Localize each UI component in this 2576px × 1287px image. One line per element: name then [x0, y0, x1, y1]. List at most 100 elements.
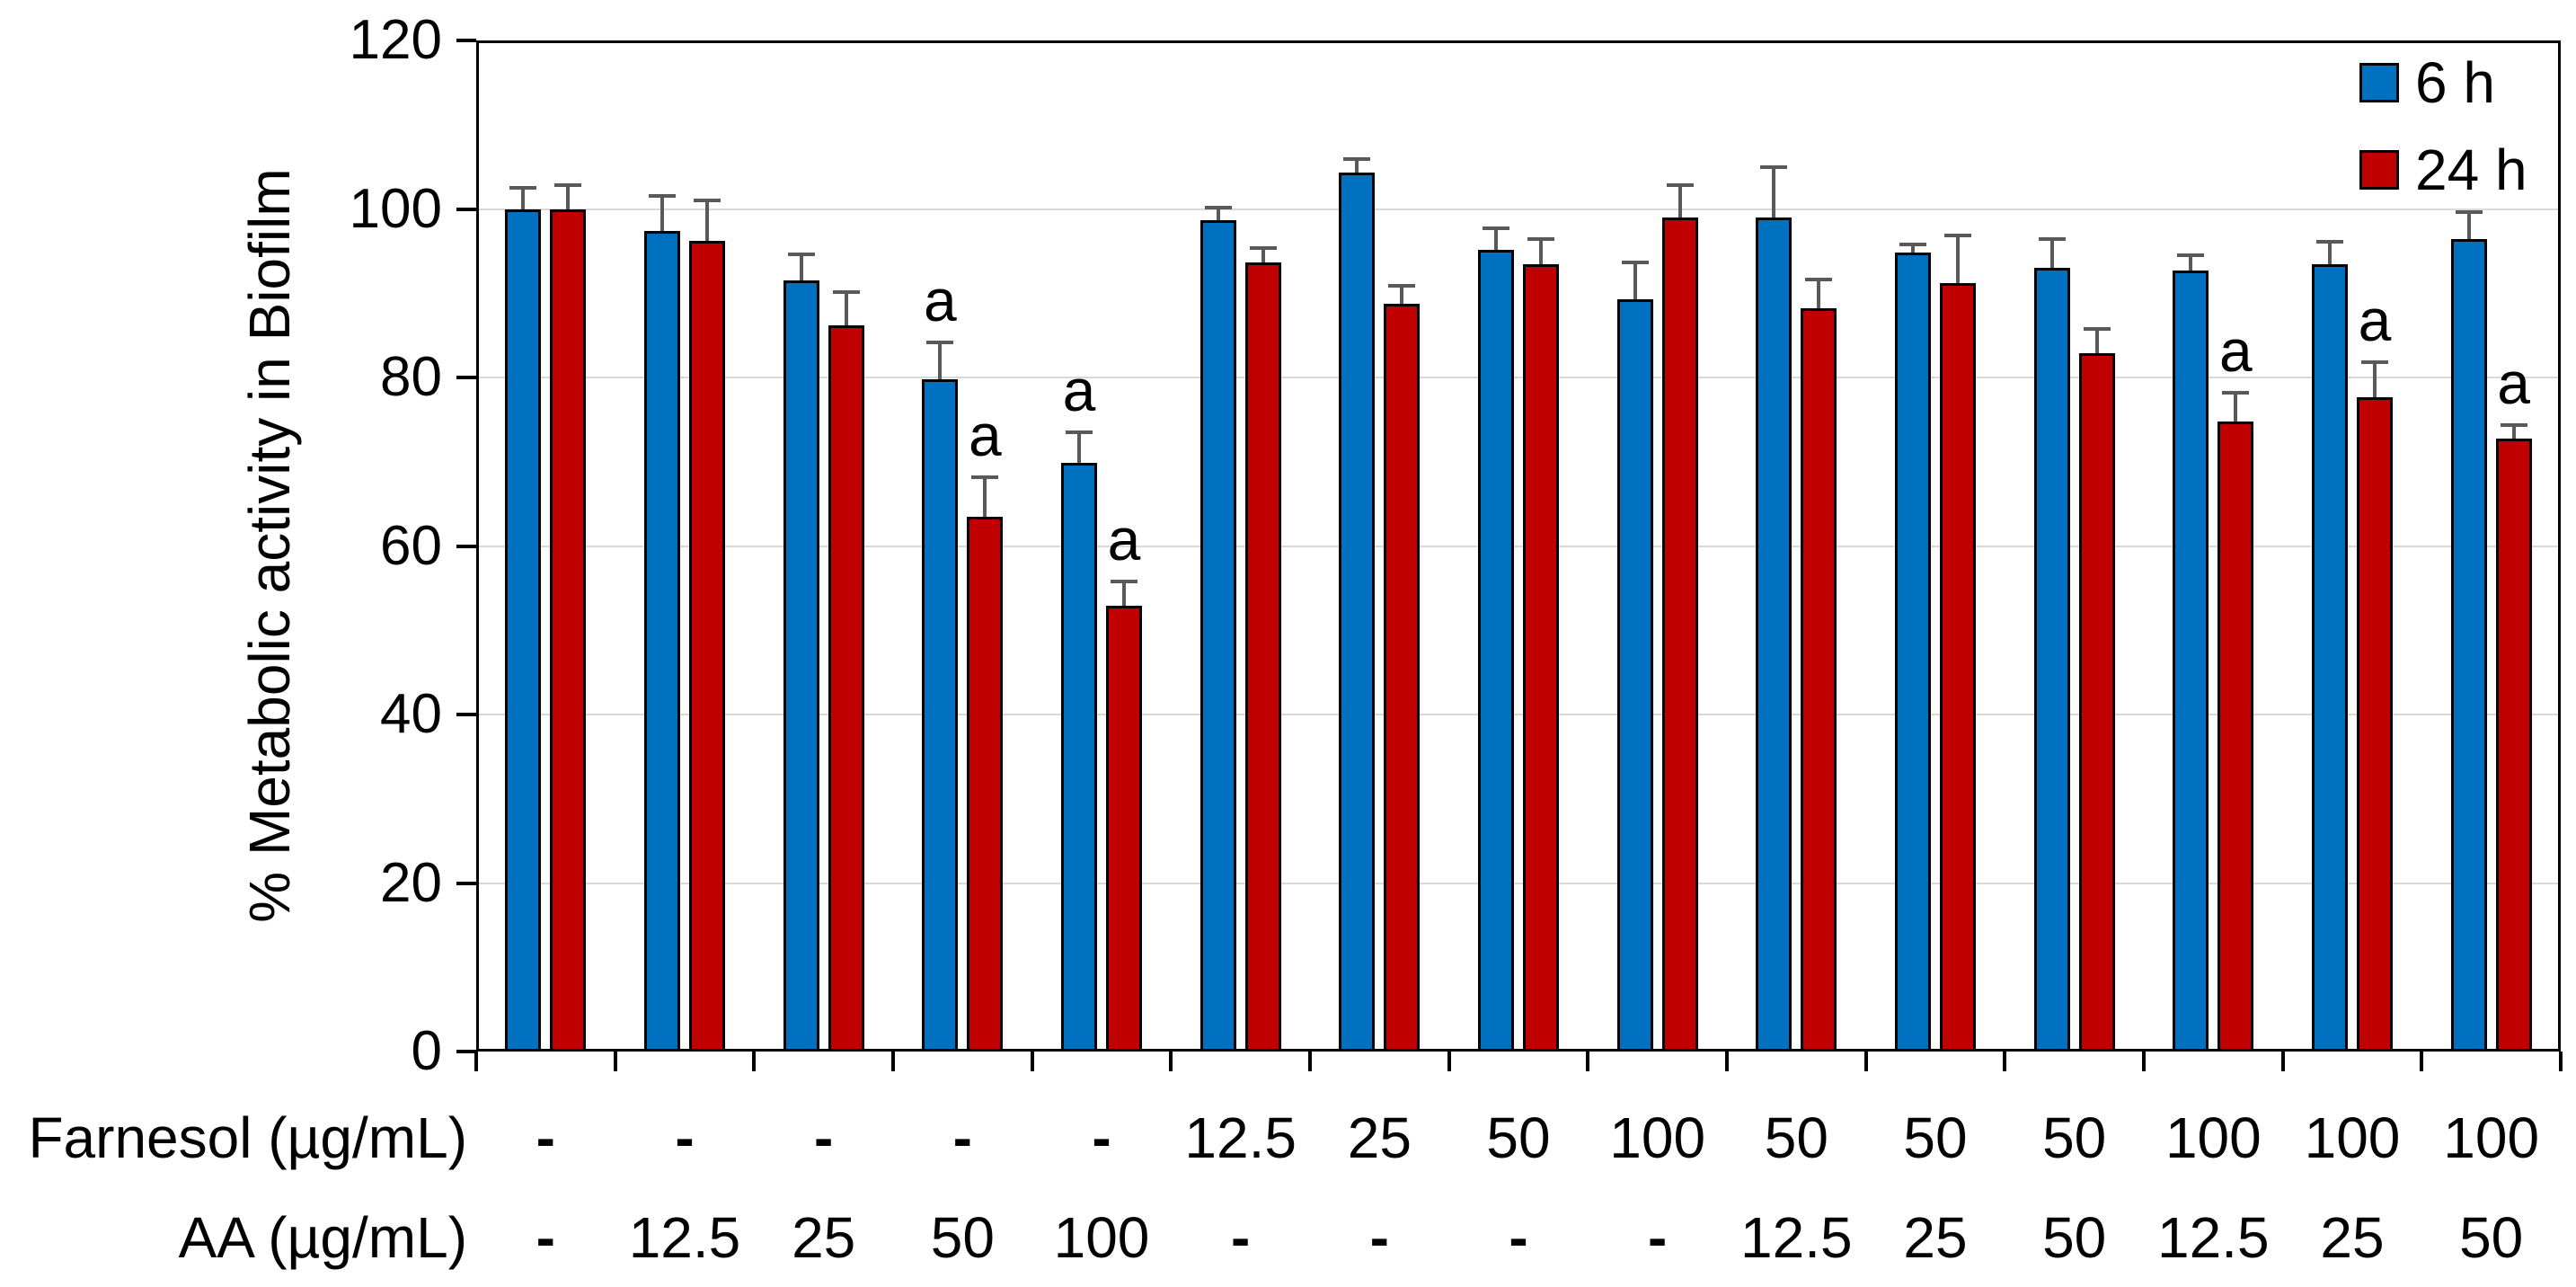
y-tick-label: 20 — [380, 851, 442, 914]
error-bar-cap — [1066, 430, 1093, 434]
gridline — [479, 377, 2558, 378]
error-bar-cap — [1249, 245, 1277, 250]
error-bar-cap — [832, 290, 860, 295]
legend-swatch-24h — [2359, 150, 2399, 190]
plot-area — [476, 40, 2561, 1052]
error-bar-cap — [509, 186, 537, 191]
x-axis-tick — [1030, 1052, 1034, 1071]
error-bar-line — [1216, 207, 1220, 220]
bar-6h-group11 — [1895, 253, 1931, 1052]
x-axis-tick — [1863, 1052, 1868, 1071]
error-bar-cap — [1621, 260, 1649, 264]
error-bar-line — [1077, 431, 1081, 463]
x-axis-tick — [474, 1052, 478, 1071]
error-bar-line — [1122, 581, 1126, 607]
error-bar-line — [1261, 247, 1265, 262]
bar-6h-group3 — [783, 280, 819, 1052]
bar-24h-group8 — [1523, 264, 1559, 1052]
x-row-value: - — [814, 1105, 834, 1170]
error-bar-line — [1539, 239, 1543, 265]
x-row-value: 50 — [1903, 1105, 1968, 1170]
legend-label-24h: 24 h — [2415, 138, 2527, 202]
error-bar-line — [1772, 166, 1776, 217]
error-bar-line — [983, 476, 987, 517]
x-row-value: 25 — [1347, 1105, 1412, 1170]
error-bar-cap — [1527, 237, 1554, 242]
y-axis-tick — [456, 39, 476, 42]
x-row-value: 25 — [1903, 1205, 1968, 1270]
error-bar-cap — [2361, 360, 2388, 365]
error-bar-cap — [1899, 242, 1926, 246]
x-row-value: - — [536, 1205, 555, 1270]
error-bar-cap — [787, 253, 815, 257]
x-row-value: 50 — [2042, 1105, 2107, 1170]
x-axis-tick — [2142, 1052, 2146, 1071]
bar-6h-group14 — [2312, 264, 2348, 1052]
error-bar-line — [844, 292, 848, 325]
bar-24h-group11 — [1940, 283, 1976, 1052]
error-bar-line — [1400, 285, 1404, 304]
error-bar-cap — [2083, 326, 2111, 331]
bar-24h-group13 — [2217, 421, 2254, 1052]
error-bar-cap — [2222, 390, 2250, 395]
legend-label-6h: 6 h — [2415, 50, 2495, 115]
error-bar-line — [2328, 242, 2332, 265]
gridline — [479, 208, 2558, 210]
x-row-value: - — [1231, 1205, 1251, 1270]
error-bar-cap — [2316, 240, 2343, 244]
error-bar-cap — [926, 340, 954, 344]
error-bar-line — [2049, 239, 2054, 269]
error-bar-line — [2466, 212, 2471, 240]
x-axis-tick — [891, 1052, 895, 1071]
x-axis-tick — [1447, 1052, 1451, 1071]
x-axis-tick — [2003, 1052, 2007, 1071]
x-row-value: - — [1369, 1205, 1389, 1270]
error-bar-cap — [1666, 183, 1694, 188]
x-row-value: 100 — [1053, 1205, 1150, 1270]
x-row-value: 100 — [2164, 1105, 2262, 1170]
bar-24h-group6 — [1244, 262, 1281, 1052]
error-bar-cap — [1343, 157, 1371, 162]
x-axis-tick — [613, 1052, 617, 1071]
bar-6h-group7 — [1339, 173, 1376, 1052]
x-row-value: - — [675, 1105, 695, 1170]
error-bar-line — [1956, 235, 1960, 283]
error-bar-cap — [2038, 237, 2066, 242]
error-bar-cap — [1204, 205, 1232, 209]
x-row-value: - — [536, 1105, 555, 1170]
x-row-value: 12.5 — [2157, 1205, 2270, 1270]
x-row-value: 100 — [2304, 1105, 2401, 1170]
error-bar-line — [705, 200, 709, 242]
error-bar-line — [566, 185, 571, 209]
x-row-value: - — [1648, 1205, 1668, 1270]
bar-24h-group14 — [2357, 396, 2393, 1052]
bar-6h-group10 — [1756, 217, 1793, 1052]
bar-6h-group2 — [644, 230, 680, 1052]
bar-24h-group1 — [550, 209, 587, 1052]
significance-label: a — [2218, 316, 2253, 384]
bar-6h-group4 — [922, 378, 959, 1052]
error-bar-cap — [1483, 226, 1509, 231]
significance-label: a — [2497, 350, 2531, 417]
error-bar-line — [1633, 262, 1637, 299]
bar-24h-group2 — [689, 241, 725, 1052]
significance-label: a — [1107, 505, 1141, 572]
error-bar-line — [938, 342, 943, 379]
y-axis-tick — [456, 207, 476, 211]
x-axis-tick — [1586, 1052, 1590, 1071]
error-bar-line — [1355, 159, 1359, 173]
x-axis-tick — [2280, 1052, 2285, 1071]
error-bar-line — [2511, 425, 2516, 439]
error-bar-cap — [1944, 233, 1971, 237]
x-axis-tick — [752, 1052, 757, 1071]
error-bar-line — [1677, 185, 1682, 217]
x-row-value: 12.5 — [1740, 1205, 1853, 1270]
error-bar-cap — [1111, 579, 1138, 583]
x-row-value: 100 — [1609, 1105, 1706, 1170]
bar-6h-group6 — [1199, 219, 1236, 1052]
error-bar-cap — [694, 199, 721, 203]
error-bar-line — [1911, 244, 1915, 253]
x-axis-tick — [1725, 1052, 1729, 1071]
y-axis-tick — [456, 376, 476, 379]
bar-6h-group9 — [1616, 298, 1653, 1052]
